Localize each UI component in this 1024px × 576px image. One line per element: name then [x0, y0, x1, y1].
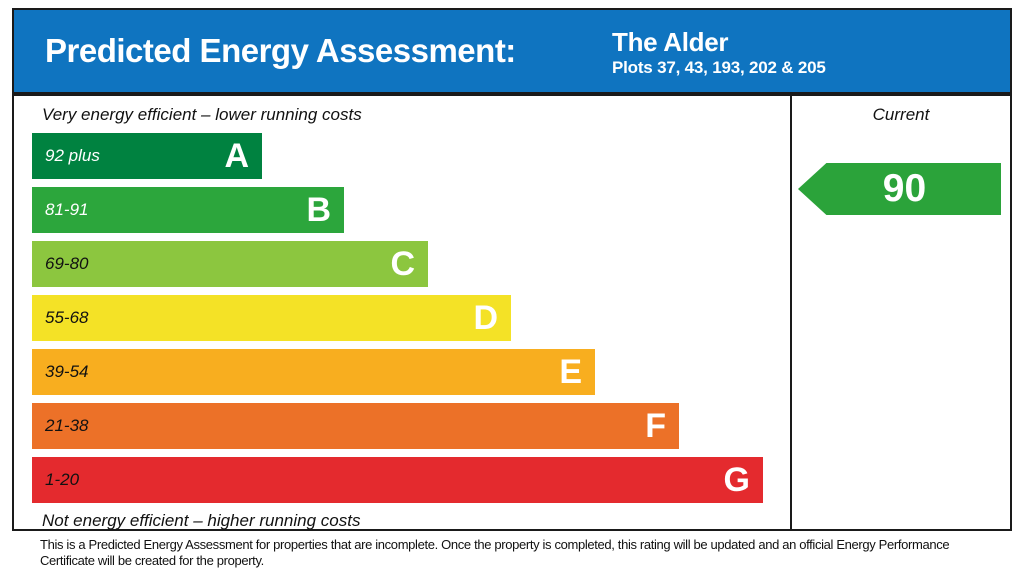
- band-range-label: 69-80: [45, 254, 89, 273]
- band-letter: F: [645, 407, 666, 445]
- disclaimer-text: This is a Predicted Energy Assessment fo…: [40, 537, 950, 568]
- band-letter: D: [473, 299, 498, 337]
- band-letter: B: [306, 191, 331, 229]
- header-banner: Predicted Energy Assessment: The Alder P…: [12, 8, 1012, 94]
- property-name: The Alder: [612, 27, 729, 57]
- epc-band-bar: 21-38 F: [32, 403, 679, 449]
- epc-band-row-C: 69-80 C: [32, 241, 790, 287]
- band-range-label: 92 plus: [45, 146, 100, 165]
- epc-band-row-D: 55-68 D: [32, 295, 790, 341]
- epc-band-bar: 1-20 G: [32, 457, 763, 503]
- band-range-label: 81-91: [45, 200, 89, 219]
- epc-band-bar: 39-54 E: [32, 349, 595, 395]
- band-range-label: 21-38: [45, 416, 89, 435]
- band-letter: E: [559, 353, 582, 391]
- band-letter: C: [390, 245, 415, 283]
- property-info: The Alder Plots 37, 43, 193, 202 & 205: [612, 27, 826, 78]
- bands-container: 92 plus A 81-91 B 69-80 C 55-68 D 39-54 …: [32, 133, 790, 503]
- epc-band-row-G: 1-20 G: [32, 457, 790, 503]
- page-title: Predicted Energy Assessment:: [45, 32, 516, 69]
- epc-band-row-E: 39-54 E: [32, 349, 790, 395]
- epc-band-bar: 92 plus A: [32, 133, 262, 179]
- epc-band-row-B: 81-91 B: [32, 187, 790, 233]
- band-letter: G: [723, 461, 750, 499]
- bottom-caption: Not energy efficient – higher running co…: [42, 511, 361, 530]
- epc-chart: Very energy efficient – lower running co…: [12, 94, 1012, 531]
- top-caption: Very energy efficient – lower running co…: [42, 105, 362, 124]
- epc-band-bar: 69-80 C: [32, 241, 428, 287]
- band-range-label: 55-68: [45, 308, 89, 327]
- epc-band-bar: 55-68 D: [32, 295, 511, 341]
- current-column-header: Current: [872, 105, 930, 124]
- current-rating-panel: Current 90: [792, 96, 1010, 529]
- epc-band-bar: 81-91 B: [32, 187, 344, 233]
- epc-band-row-F: 21-38 F: [32, 403, 790, 449]
- current-rating-arrow: 90: [798, 163, 1001, 215]
- epc-band-row-A: 92 plus A: [32, 133, 790, 179]
- band-range-label: 39-54: [45, 362, 89, 381]
- band-letter: A: [224, 137, 249, 175]
- current-rating-value: 90: [882, 167, 927, 210]
- epc-band-area: Very energy efficient – lower running co…: [14, 96, 792, 530]
- property-plots: Plots 37, 43, 193, 202 & 205: [612, 58, 826, 77]
- band-range-label: 1-20: [45, 470, 80, 489]
